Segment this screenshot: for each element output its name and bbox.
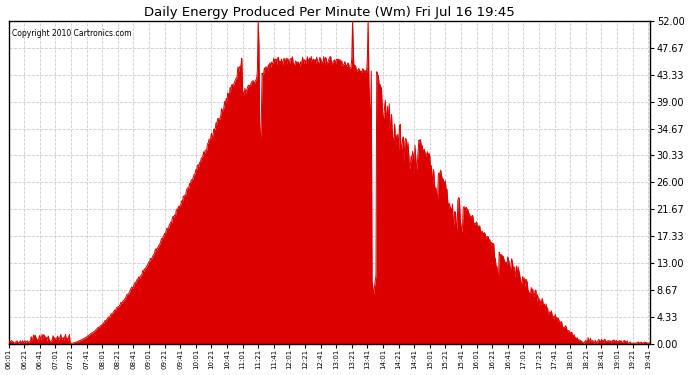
Text: Copyright 2010 Cartronics.com: Copyright 2010 Cartronics.com: [12, 29, 131, 38]
Title: Daily Energy Produced Per Minute (Wm) Fri Jul 16 19:45: Daily Energy Produced Per Minute (Wm) Fr…: [144, 6, 515, 18]
